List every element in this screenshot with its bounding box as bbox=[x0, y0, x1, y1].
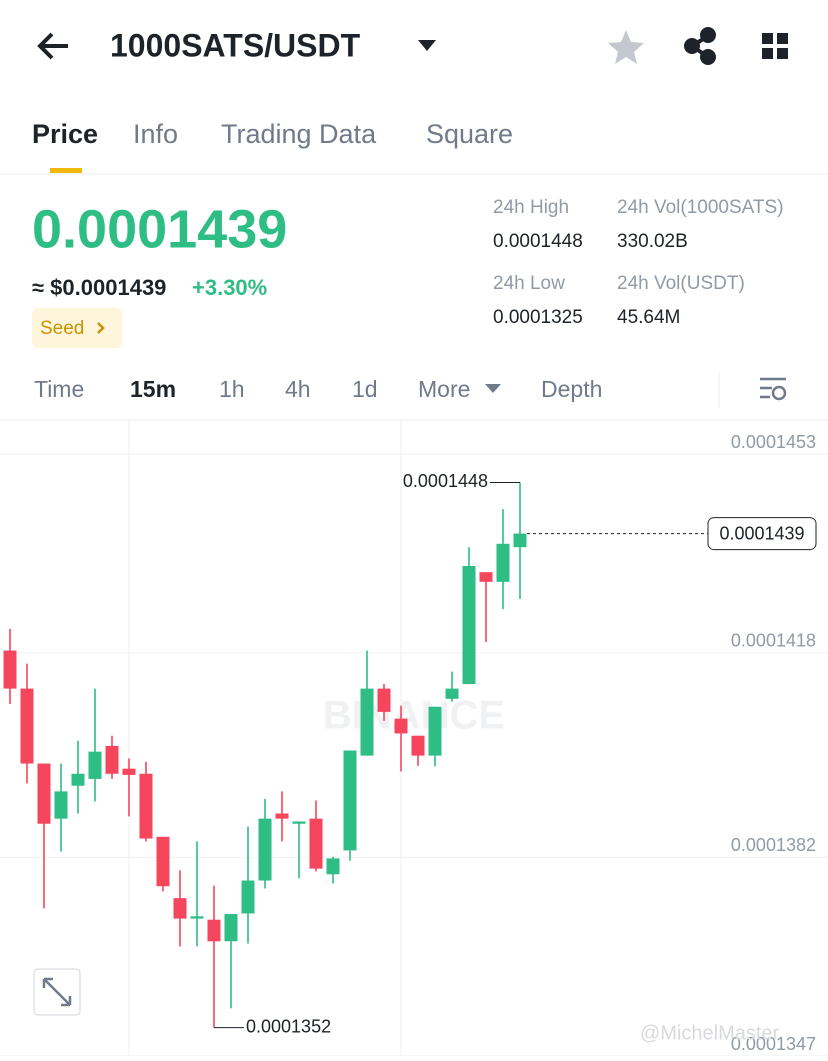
candle-body bbox=[292, 821, 306, 824]
tab-indicator bbox=[50, 168, 82, 173]
candle-body bbox=[224, 914, 238, 942]
candle-body bbox=[479, 572, 493, 582]
timeframe[interactable]: 1h bbox=[219, 376, 245, 402]
timeframe[interactable]: Time bbox=[34, 376, 84, 402]
low-label: 0.0001352 bbox=[246, 1016, 331, 1036]
stat-label: 24h High bbox=[493, 197, 569, 218]
tag-arrow bbox=[97, 322, 105, 334]
tab[interactable]: Square bbox=[426, 119, 513, 149]
candle-body bbox=[445, 688, 459, 699]
candle-body bbox=[190, 916, 204, 919]
candle-body bbox=[258, 818, 272, 881]
last-price-label: 0.0001439 bbox=[719, 523, 804, 543]
candle-body bbox=[360, 688, 374, 756]
timeframe[interactable]: 4h bbox=[285, 376, 311, 402]
star-icon[interactable] bbox=[608, 30, 644, 64]
candle-body bbox=[394, 718, 408, 734]
watermark: BINANCE bbox=[323, 694, 505, 738]
candle-body bbox=[139, 773, 153, 839]
credit: @MichelMaster bbox=[640, 1022, 780, 1044]
candle-body bbox=[156, 836, 170, 887]
candle-body bbox=[71, 773, 85, 786]
change: +3.30% bbox=[192, 275, 267, 300]
timeframe[interactable]: More bbox=[418, 376, 470, 402]
y-tick-label: 0.0001418 bbox=[731, 631, 816, 651]
tag[interactable]: Seed bbox=[40, 318, 84, 339]
candle-body bbox=[88, 751, 102, 779]
tag-bg[interactable] bbox=[32, 308, 122, 348]
stat-label: 24h Low bbox=[493, 273, 565, 294]
candle-body bbox=[241, 880, 255, 914]
share-icon[interactable] bbox=[684, 27, 716, 65]
expand-icon bbox=[42, 977, 72, 1007]
last-price-box bbox=[707, 517, 817, 551]
candle-body bbox=[3, 650, 17, 689]
timeframe[interactable]: 1d bbox=[352, 376, 378, 402]
tab[interactable]: Info bbox=[133, 119, 178, 149]
tab[interactable]: Price bbox=[32, 119, 98, 149]
high-label: 0.0001448 bbox=[403, 471, 488, 491]
timeframe[interactable]: 15m bbox=[130, 376, 176, 402]
candle-body bbox=[428, 706, 442, 756]
candle-body bbox=[462, 565, 476, 685]
stat-label: 24h Vol(USDT) bbox=[617, 273, 745, 294]
candle-body bbox=[377, 688, 391, 712]
back-icon[interactable] bbox=[37, 32, 68, 60]
grid-icon[interactable] bbox=[762, 33, 788, 59]
y-tick-label: 0.0001347 bbox=[731, 1034, 816, 1054]
stat-value: 330.02B bbox=[617, 231, 688, 252]
candle-body bbox=[343, 750, 357, 851]
usd-price: ≈ $0.0001439 bbox=[32, 275, 166, 300]
dropdown-icon[interactable] bbox=[418, 40, 436, 51]
y-tick-label: 0.0001382 bbox=[731, 835, 816, 855]
y-tick-label: 0.0001453 bbox=[731, 432, 816, 452]
candle-body bbox=[122, 768, 136, 775]
stat-value: 0.0001325 bbox=[493, 307, 583, 328]
pair-title[interactable]: 1000SATS/USDT bbox=[110, 27, 361, 63]
stat-value: 45.64M bbox=[617, 307, 680, 328]
stat-value: 0.0001448 bbox=[493, 231, 583, 252]
last-price: 0.0001439 bbox=[32, 199, 287, 259]
more-arrow[interactable] bbox=[485, 384, 501, 393]
timeframe[interactable]: Depth bbox=[541, 376, 602, 402]
stat-label: 24h Vol(1000SATS) bbox=[617, 197, 784, 218]
candle-body bbox=[275, 813, 289, 819]
candle-body bbox=[105, 745, 119, 774]
candle-body bbox=[54, 791, 68, 819]
candle-body bbox=[20, 688, 34, 764]
settings-icon[interactable] bbox=[760, 377, 787, 401]
candle-body bbox=[326, 858, 340, 875]
tab[interactable]: Trading Data bbox=[221, 119, 377, 149]
candle-body bbox=[173, 898, 187, 919]
candle-body bbox=[309, 818, 323, 869]
candle-body bbox=[207, 919, 221, 942]
candle-body bbox=[37, 763, 51, 824]
candle-body bbox=[496, 543, 510, 582]
candle-body bbox=[513, 533, 527, 548]
candle-body bbox=[411, 735, 425, 756]
